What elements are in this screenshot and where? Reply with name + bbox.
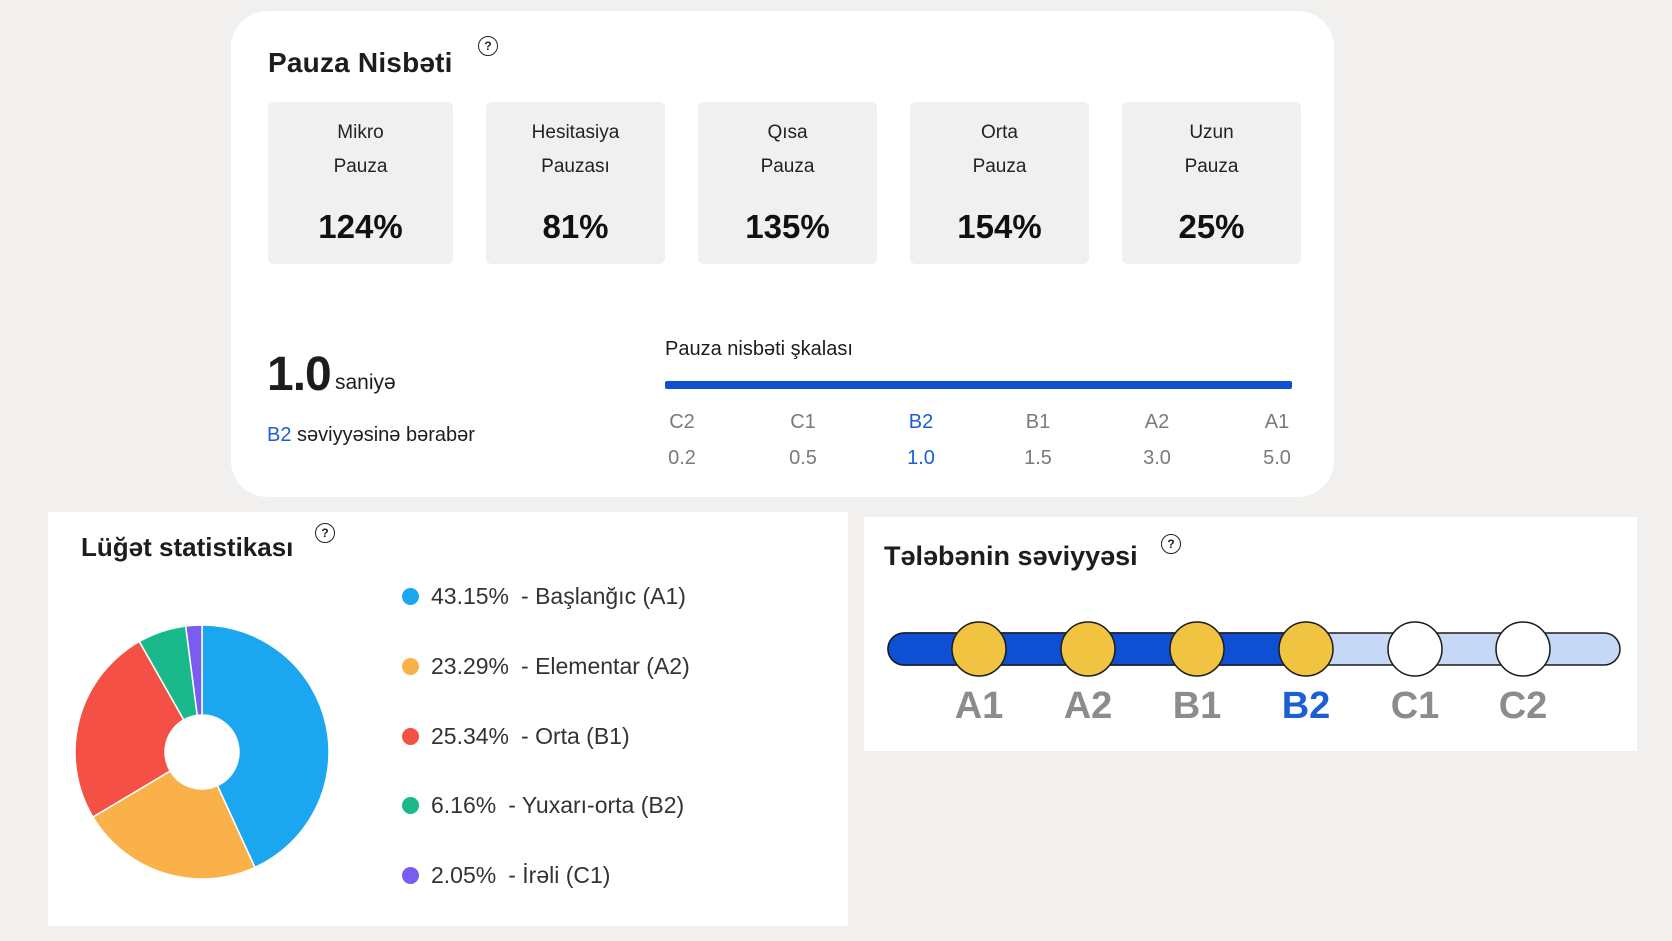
level-label-c1: C1 — [1390, 685, 1440, 727]
pause-ratio-card: Pauza Nisbəti ? Mikro Pauza 124% Hesitas… — [231, 11, 1334, 497]
long-pause-tile: Uzun Pauza 25% — [1122, 102, 1301, 264]
medium-pause-tile: Orta Pauza 154% — [910, 102, 1089, 264]
level-label-c2: C2 — [1498, 685, 1548, 727]
scale-value: 3.0 — [1143, 447, 1171, 469]
tile-value: 124% — [318, 208, 403, 245]
tile-label-line2: Pauza — [972, 156, 1027, 177]
pause-seconds-unit: saniyə — [335, 371, 396, 394]
student-level-title: Tələbənin səviyyəsi — [884, 541, 1138, 571]
scale-value: 1.5 — [1024, 447, 1052, 469]
legend-label: - İrəli (C1) — [508, 862, 611, 888]
pie-slice-r-li-c1[interactable] — [184, 624, 203, 717]
scale-level: C2 — [669, 411, 695, 433]
vocabulary-pie-chart — [74, 624, 330, 880]
level-label-a1: A1 — [954, 685, 1004, 727]
scale-level: A2 — [1144, 411, 1170, 433]
tile-value: 154% — [957, 208, 1042, 245]
vocabulary-stats-card: Lüğət statistikası ? 43.15% - Başlanğıc (… — [48, 512, 848, 926]
legend-label: - Orta (B1) — [521, 723, 630, 749]
level-progress-track — [887, 621, 1621, 677]
level-node-b2 — [1278, 621, 1334, 677]
level-node-c2 — [1495, 621, 1551, 677]
scale-value: 5.0 — [1263, 447, 1291, 469]
help-icon[interactable]: ? — [1161, 534, 1181, 554]
tile-label-line1: Uzun — [1189, 122, 1234, 143]
level-node-a2 — [1060, 621, 1116, 677]
legend-percent: 6.16% — [431, 792, 497, 818]
micro-pause-tile: Mikro Pauza 124% — [268, 102, 453, 264]
legend-dot — [402, 658, 419, 675]
tile-label-line1: Orta — [981, 122, 1018, 143]
tile-label-line1: Qısa — [767, 122, 808, 143]
scale-value: 0.5 — [789, 447, 817, 469]
legend-item-b2: 6.16% - Yuxarı-orta (B2) — [402, 792, 684, 819]
legend-item-a2: 23.29% - Elementar (A2) — [402, 653, 690, 680]
pie-slice-orta-b1[interactable] — [74, 640, 185, 819]
vocabulary-stats-title: Lüğət statistikası — [81, 532, 294, 562]
scale-level: B2 — [908, 411, 934, 433]
level-label-a2: A2 — [1063, 685, 1113, 727]
equivalent-level: B2 — [267, 424, 292, 446]
hesitation-pause-tile: Hesitasiya Pauzası 81% — [486, 102, 665, 264]
pie-slice-ba-lan-c-a1[interactable] — [201, 624, 330, 869]
pie-slice-elementar-a2[interactable] — [91, 769, 256, 880]
scale-value: 0.2 — [668, 447, 696, 469]
legend-dot — [402, 588, 419, 605]
pause-ratio-title: Pauza Nisbəti — [268, 47, 453, 78]
help-icon[interactable]: ? — [315, 523, 335, 543]
tile-value: 25% — [1178, 208, 1245, 245]
legend-item-c1: 2.05% - İrəli (C1) — [402, 862, 610, 889]
legend-percent: 2.05% — [431, 862, 497, 888]
tile-label-line1: Hesitasiya — [531, 122, 620, 143]
tile-label-line2: Pauzası — [541, 156, 610, 177]
short-pause-tile: Qısa Pauza 135% — [698, 102, 877, 264]
legend-percent: 43.15% — [431, 583, 510, 609]
scale-level: A1 — [1264, 411, 1290, 433]
pause-scale-title: Pauza nisbəti şkalası — [665, 338, 853, 360]
legend-dot — [402, 797, 419, 814]
legend-percent: 23.29% — [431, 653, 510, 679]
level-node-c1 — [1387, 621, 1443, 677]
level-label-b1: B1 — [1172, 685, 1222, 727]
level-node-a1 — [951, 621, 1007, 677]
tile-value: 135% — [745, 208, 830, 245]
legend-dot — [402, 728, 419, 745]
tile-value: 81% — [542, 208, 609, 245]
scale-value: 1.0 — [907, 447, 935, 469]
tile-label-line2: Pauza — [760, 156, 815, 177]
pause-seconds-value: 1.0 — [267, 348, 332, 401]
legend-percent: 25.34% — [431, 723, 510, 749]
tile-label-line2: Pauza — [333, 156, 388, 177]
legend-label: - Yuxarı-orta (B2) — [508, 792, 685, 818]
help-icon[interactable]: ? — [478, 36, 498, 56]
equivalent-level-text: B2 səviyyəsinə bərabər — [267, 424, 475, 447]
student-level-card: Tələbənin səviyyəsi ? A1 A2 B1 B2 C1 C2 — [864, 517, 1637, 751]
scale-level: B1 — [1025, 411, 1051, 433]
legend-item-b1: 25.34% - Orta (B1) — [402, 723, 630, 750]
pause-scale-bar — [665, 381, 1292, 389]
tile-label-line2: Pauza — [1184, 156, 1239, 177]
legend-label: - Elementar (A2) — [521, 653, 690, 679]
legend-label: - Başlanğıc (A1) — [521, 583, 686, 609]
scale-level: C1 — [790, 411, 816, 433]
level-label-b2: B2 — [1281, 685, 1331, 727]
tile-label-line1: Mikro — [337, 122, 384, 143]
legend-dot — [402, 867, 419, 884]
level-node-b1 — [1169, 621, 1225, 677]
equivalent-level-suffix: səviyyəsinə bərabər — [291, 424, 475, 446]
legend-item-a1: 43.15% - Başlanğıc (A1) — [402, 583, 686, 610]
